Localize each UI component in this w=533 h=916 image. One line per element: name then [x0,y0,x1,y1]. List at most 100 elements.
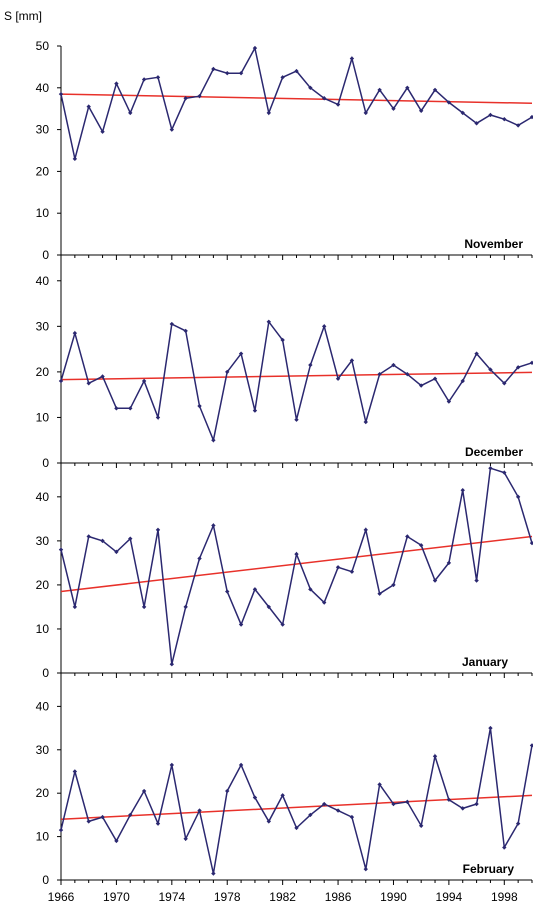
data-point [266,604,271,610]
data-point [197,556,202,561]
y-tick-label: 40 [36,81,50,95]
y-tick-label: 30 [36,123,50,137]
data-point [238,70,244,76]
data-point [86,534,91,539]
data-point [502,381,507,386]
data-point [72,769,78,774]
data-point [155,75,161,80]
data-point [391,582,396,588]
data-point [280,622,285,627]
data-point [446,100,452,105]
data-point [391,362,396,368]
data-point [488,725,493,731]
data-point [141,378,147,384]
data-point [294,825,299,831]
y-tick-label: 20 [36,578,50,592]
data-point [183,604,188,610]
data-point [128,406,133,411]
data-point [488,112,493,118]
data-point [418,543,424,548]
data-point [183,836,188,841]
y-tick-label: 30 [36,534,50,548]
y-tick-label: 10 [36,206,50,220]
y-tick-label: 0 [42,666,49,680]
y-tick-label: 20 [36,365,50,379]
data-point [294,551,299,557]
data-point [460,110,465,116]
data-point [446,560,452,566]
x-tick-label: 1974 [158,890,185,904]
data-point [238,351,244,356]
data-point [322,324,327,329]
data-point [474,121,479,126]
data-point [128,110,133,116]
panel-title: December [465,445,523,459]
data-point [294,68,299,74]
x-tick-label: 1986 [325,890,352,904]
data-point [335,808,341,813]
data-point [266,819,271,824]
data-point [294,417,299,422]
data-point [446,797,452,802]
data-point [405,799,410,805]
data-point [155,415,161,420]
data-point [515,821,521,826]
data-point [72,604,78,610]
data-point [225,70,230,76]
data-point [460,488,465,493]
data-point [515,365,521,370]
x-tick-label: 1990 [380,890,407,904]
data-point [418,823,424,828]
data-point [391,801,396,807]
data-point [100,374,105,379]
data-point [308,362,313,368]
data-point [474,801,479,807]
y-tick-label: 30 [36,743,50,757]
y-tick-label: 10 [36,410,50,424]
data-point [377,591,382,596]
data-point [58,91,64,97]
data-point [183,328,188,334]
data-point [238,762,244,768]
data-point [308,85,313,90]
data-point [252,795,258,800]
data-point [460,806,465,811]
data-point [502,470,507,475]
data-point [58,547,64,552]
data-point [211,523,216,528]
data-point [418,383,424,388]
data-point [238,622,244,627]
data-point [502,116,507,122]
data-point [529,540,533,546]
data-point [363,527,368,533]
data-point [418,108,424,113]
data-point [266,110,271,116]
data-point [197,808,202,813]
data-point [349,814,355,820]
y-tick-label: 40 [36,699,50,713]
data-point [211,66,216,72]
data-point [308,587,313,592]
data-point [335,376,341,381]
x-tick-label: 1994 [436,890,463,904]
x-tick-label: 1966 [48,890,75,904]
data-point [169,321,175,327]
data-point [197,403,202,409]
data-point [515,123,521,128]
data-point [169,762,175,768]
series-line [60,467,533,665]
y-axis-unit-label: S [mm] [4,9,42,23]
data-point [377,371,382,377]
data-point [322,600,327,605]
data-point [529,114,533,120]
data-point [432,376,438,381]
data-point [72,156,78,162]
data-point [155,821,161,826]
data-point [474,578,479,583]
data-point [183,96,188,101]
data-point [72,330,78,336]
data-point [308,812,313,818]
x-tick-label: 1982 [269,890,296,904]
data-point [252,587,258,592]
